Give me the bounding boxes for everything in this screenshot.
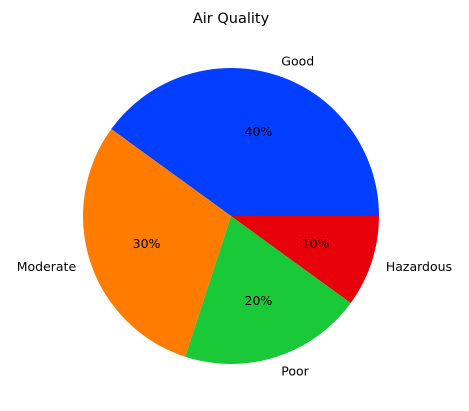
pie-slice-good bbox=[111, 68, 380, 216]
pie-labels: Good 40% Moderate 30% Poor 20% Hazardous 10% bbox=[17, 54, 452, 379]
pie-slices bbox=[83, 68, 380, 365]
pct-label-good: 40% bbox=[245, 124, 273, 139]
slice-label-hazardous: Hazardous bbox=[386, 259, 452, 274]
pct-label-moderate: 30% bbox=[133, 236, 161, 251]
pct-label-hazardous: 10% bbox=[302, 236, 330, 251]
pie-slice-poor bbox=[185, 216, 351, 365]
slice-label-moderate: Moderate bbox=[17, 259, 77, 274]
chart-title: Air Quality bbox=[193, 11, 270, 27]
slice-label-good: Good bbox=[281, 54, 314, 69]
pie-slice-hazardous bbox=[231, 216, 379, 303]
pie-slice-moderate bbox=[83, 129, 231, 357]
slice-label-poor: Poor bbox=[281, 363, 309, 378]
pct-label-poor: 20% bbox=[245, 293, 273, 308]
